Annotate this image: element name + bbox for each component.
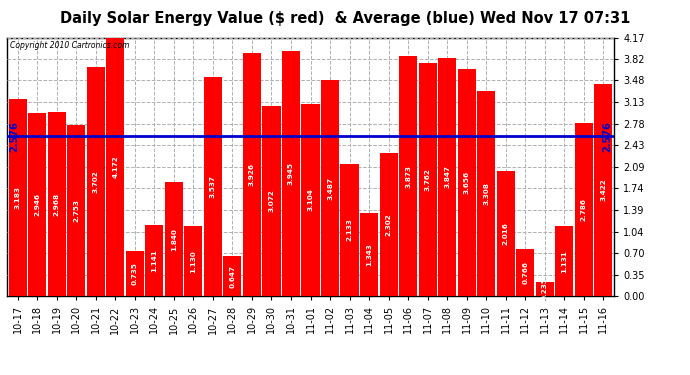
Text: 2.786: 2.786 — [581, 198, 586, 221]
Bar — [145, 225, 164, 296]
Text: 3.183: 3.183 — [14, 186, 21, 209]
Text: 3.656: 3.656 — [464, 171, 470, 194]
Bar — [126, 251, 144, 296]
Text: 2.302: 2.302 — [386, 213, 392, 236]
Text: 3.926: 3.926 — [249, 163, 255, 186]
Bar — [165, 182, 183, 296]
Bar — [360, 213, 378, 296]
Bar — [243, 53, 261, 296]
Text: 2.946: 2.946 — [34, 194, 40, 216]
Bar — [184, 226, 202, 296]
Bar — [302, 104, 319, 296]
Text: 0.735: 0.735 — [132, 262, 138, 285]
Text: 3.945: 3.945 — [288, 162, 294, 185]
Bar — [594, 84, 613, 296]
Text: 3.762: 3.762 — [424, 168, 431, 191]
Bar — [575, 123, 593, 296]
Bar — [535, 282, 554, 296]
Text: 3.308: 3.308 — [483, 182, 489, 205]
Text: 2.016: 2.016 — [503, 222, 509, 245]
Bar — [224, 256, 241, 296]
Bar — [438, 57, 456, 296]
Bar — [399, 56, 417, 296]
Text: 4.172: 4.172 — [112, 156, 118, 178]
Text: 3.702: 3.702 — [92, 170, 99, 193]
Text: 2.753: 2.753 — [73, 200, 79, 222]
Bar — [282, 51, 300, 296]
Text: 3.422: 3.422 — [600, 179, 607, 201]
Text: 2.133: 2.133 — [346, 219, 353, 242]
Text: 1.840: 1.840 — [171, 228, 177, 251]
Text: 2.576: 2.576 — [602, 121, 612, 152]
Bar — [380, 153, 397, 296]
Bar — [67, 125, 86, 296]
Bar — [106, 38, 124, 296]
Text: 1.131: 1.131 — [561, 250, 567, 273]
Bar — [262, 106, 281, 296]
Text: 3.537: 3.537 — [210, 175, 216, 198]
Bar — [8, 99, 27, 296]
Bar — [48, 112, 66, 296]
Text: 3.847: 3.847 — [444, 165, 450, 188]
Bar — [28, 114, 46, 296]
Text: 0.235: 0.235 — [542, 278, 548, 300]
Bar — [204, 77, 222, 296]
Bar — [497, 171, 515, 296]
Text: 3.072: 3.072 — [268, 190, 275, 212]
Text: 3.873: 3.873 — [405, 165, 411, 188]
Text: Daily Solar Energy Value ($ red)  & Average (blue) Wed Nov 17 07:31: Daily Solar Energy Value ($ red) & Avera… — [60, 11, 630, 26]
Bar — [321, 80, 339, 296]
Text: 1.343: 1.343 — [366, 243, 372, 266]
Bar — [555, 226, 573, 296]
Text: 1.130: 1.130 — [190, 250, 197, 273]
Text: 0.647: 0.647 — [229, 265, 235, 288]
Text: 3.487: 3.487 — [327, 177, 333, 200]
Text: 3.104: 3.104 — [308, 189, 313, 211]
Text: Copyright 2010 Cartronics.com: Copyright 2010 Cartronics.com — [10, 41, 129, 50]
Text: 1.141: 1.141 — [151, 249, 157, 272]
Bar — [87, 66, 105, 296]
Text: 0.766: 0.766 — [522, 261, 529, 284]
Bar — [477, 91, 495, 296]
Bar — [516, 249, 534, 296]
Text: 2.576: 2.576 — [9, 121, 19, 152]
Bar — [340, 164, 359, 296]
Text: 2.968: 2.968 — [54, 193, 60, 216]
Bar — [419, 63, 437, 296]
Bar — [457, 69, 476, 296]
